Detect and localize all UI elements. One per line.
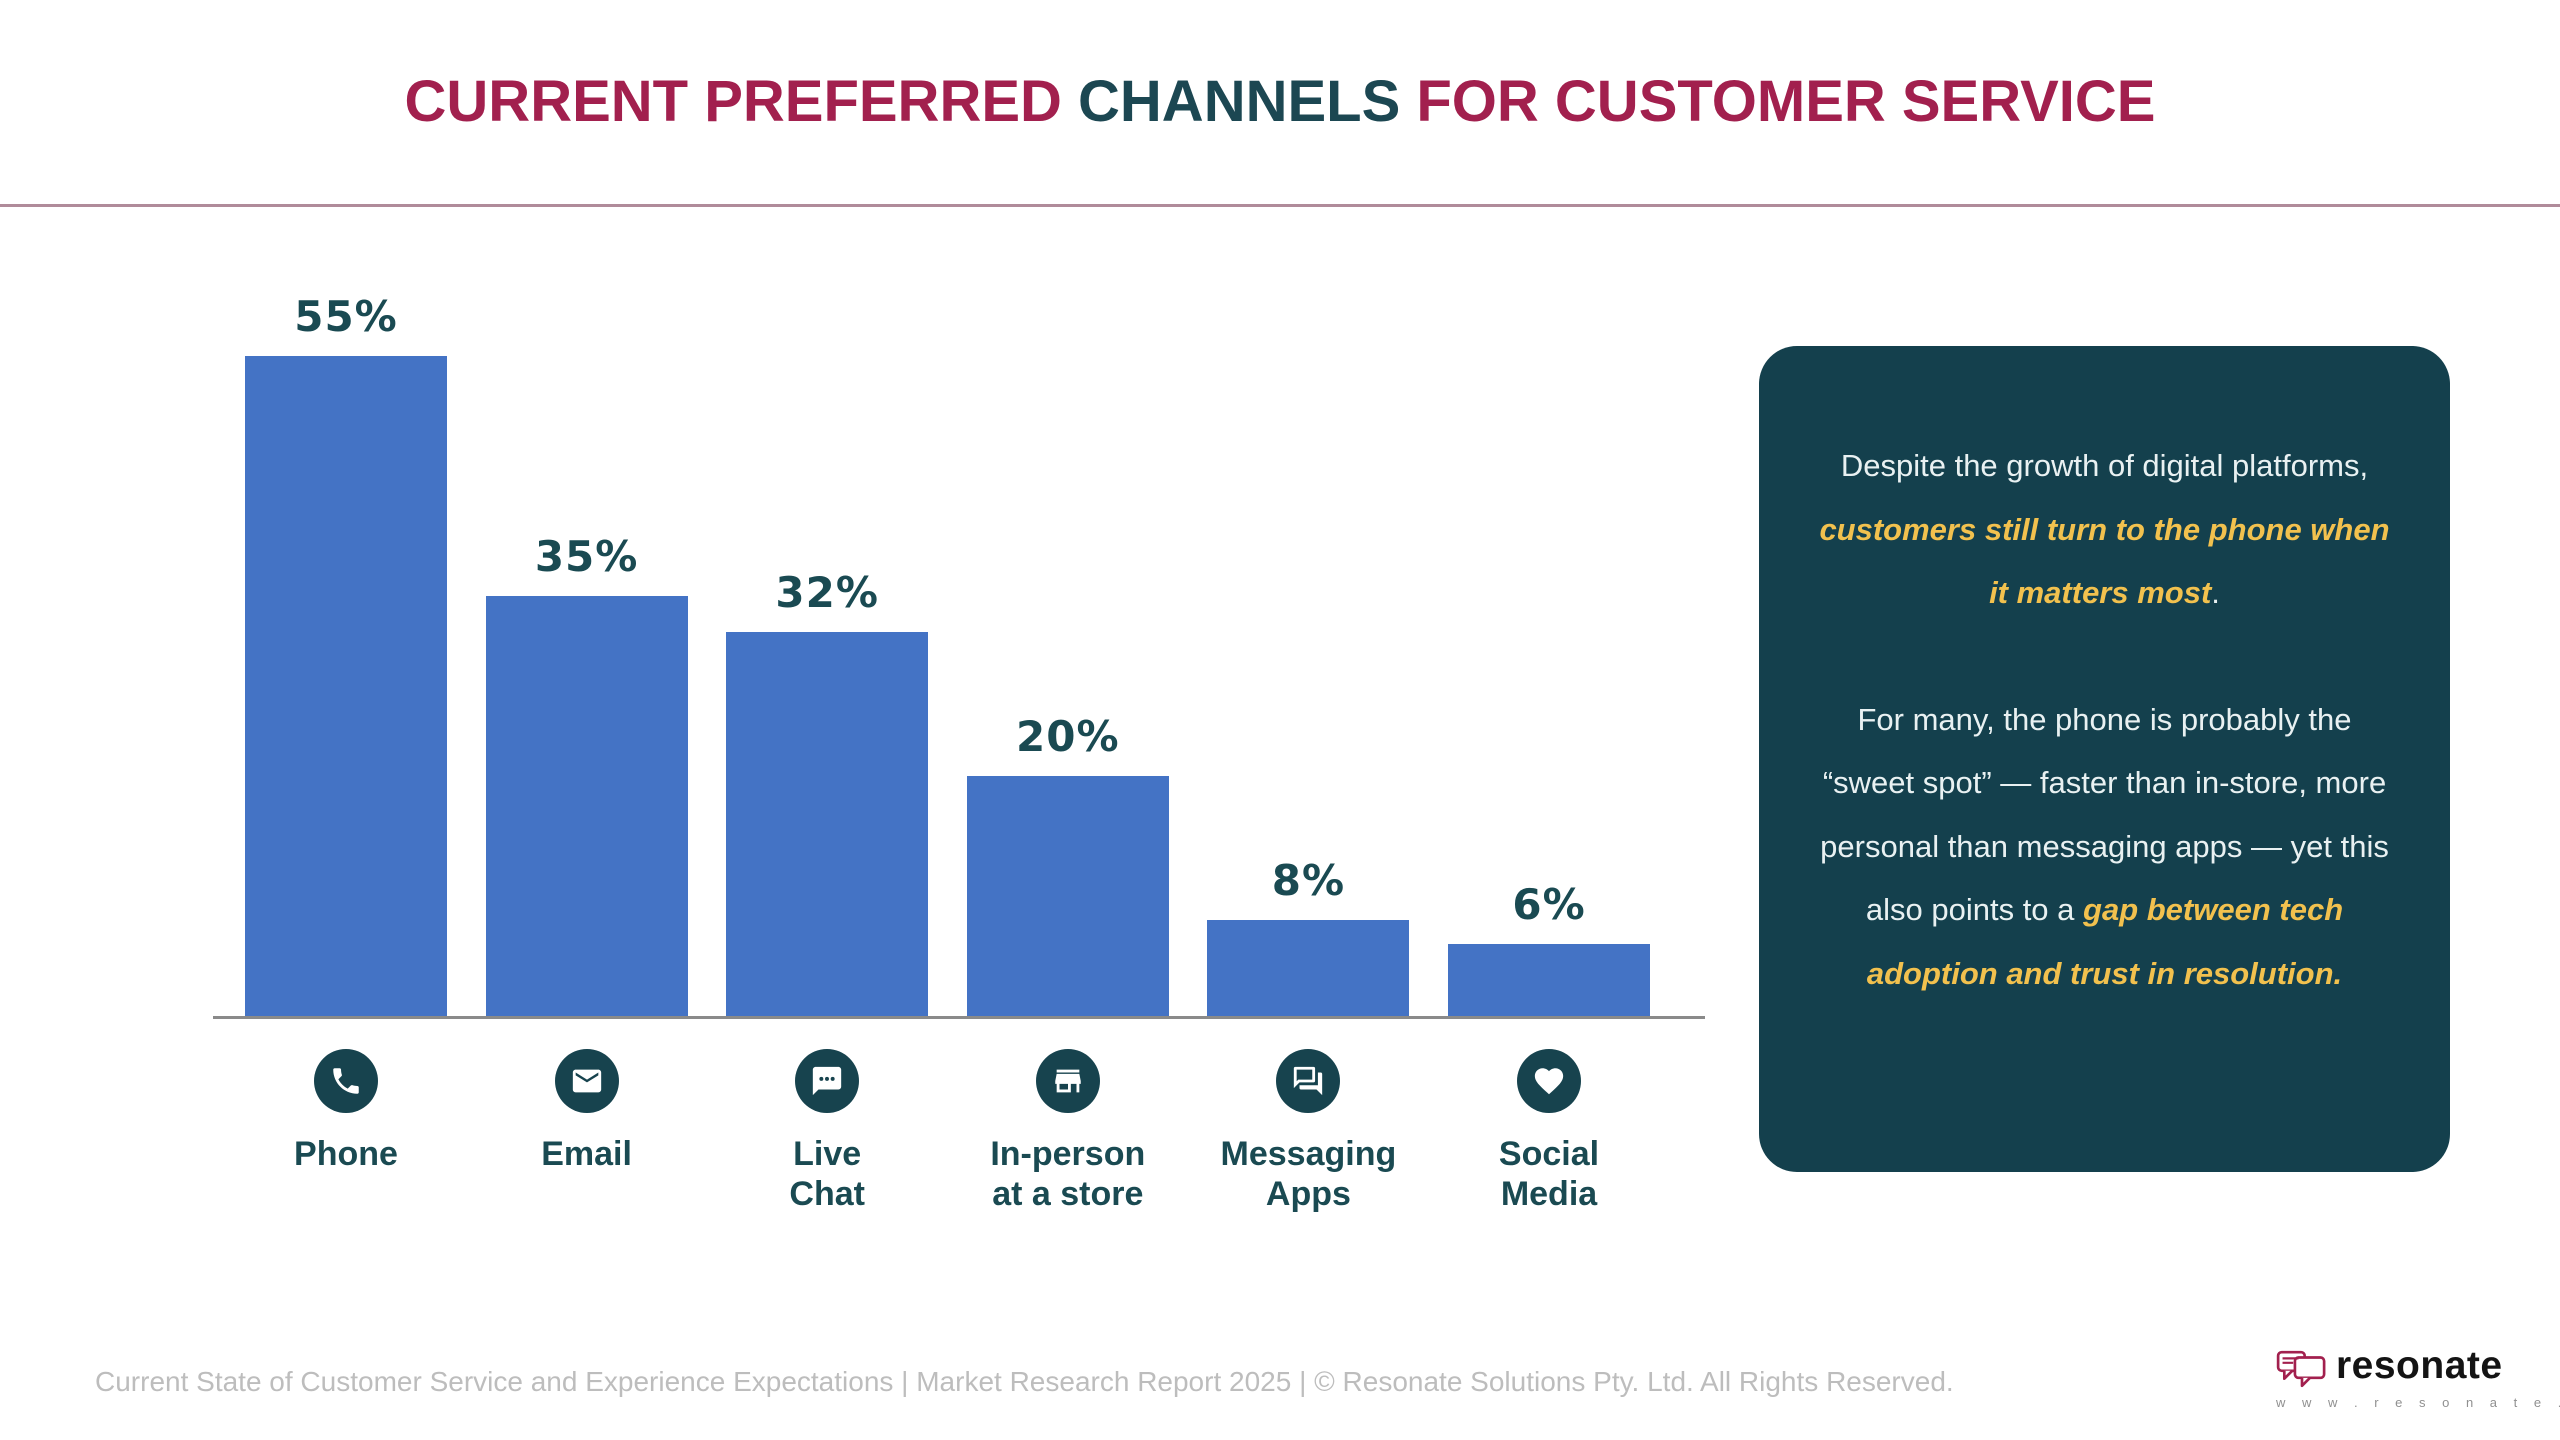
callout-highlight-text: customers still turn to the phone when i… (1819, 511, 2390, 611)
callout-paragraph: Despite the growth of digital platforms,… (1811, 434, 2398, 625)
bar-value-label: 20% (1016, 712, 1120, 761)
email-icon (554, 1049, 619, 1113)
bar-value-label: 6% (1512, 880, 1586, 929)
bar-live-chat (726, 632, 929, 1016)
bar-messaging-apps (1207, 920, 1410, 1016)
callout-highlight-text: gap between tech adoption and trust in r… (1866, 892, 2344, 991)
category-label: Email (541, 1135, 632, 1173)
bar-value-label: 32% (775, 568, 879, 617)
live-chat-icon (795, 1049, 860, 1113)
logo-website: w w w . r e s o n a t e . c x (2276, 1395, 2560, 1410)
title-part-2: CHANNELS (1078, 69, 1401, 134)
category-label: In-person at a store (990, 1135, 1146, 1214)
page-title: CURRENT PREFERRED CHANNELS FOR CUSTOMER … (0, 68, 2560, 135)
callout-text: Despite the growth of digital platforms, (1840, 448, 2369, 483)
category-label: Phone (294, 1135, 398, 1173)
category-label: Social Media (1498, 1135, 1600, 1214)
resonate-logo: resonate w w w . r e s o n a t e . c x (2274, 1344, 2560, 1416)
category-label: Live Chat (789, 1135, 865, 1214)
category-label: Messaging Apps (1220, 1135, 1397, 1214)
store-icon (1035, 1049, 1100, 1113)
bar-phone (245, 356, 447, 1016)
messaging-apps-icon (1276, 1049, 1341, 1113)
title-part-1: CURRENT PREFERRED (404, 69, 1079, 134)
callout-text: . (2211, 575, 2220, 611)
bar-social-media (1448, 944, 1650, 1016)
footer-attribution: Current State of Customer Service and Ex… (95, 1366, 1954, 1397)
heart-icon (1517, 1049, 1581, 1113)
callout-box: Despite the growth of digital platforms,… (1759, 346, 2450, 1172)
bar-value-label: 55% (294, 292, 398, 341)
bar-value-label: 35% (534, 532, 639, 581)
title-divider (0, 204, 2560, 207)
title-part-3: FOR CUSTOMER SERVICE (1400, 69, 2156, 134)
bar-in-person-at-a-store (966, 776, 1169, 1016)
bar-value-label: 8% (1271, 856, 1346, 905)
logo-wordmark: resonate (2336, 1344, 2503, 1387)
phone-icon (314, 1049, 378, 1113)
bar-email (485, 596, 688, 1016)
callout-text: For many, the phone is probably the “swe… (1820, 701, 2389, 928)
x-axis-line (213, 1016, 1705, 1019)
callout-paragraph: For many, the phone is probably the “swe… (1811, 688, 2398, 1006)
speech-bubbles-logo-icon (2276, 1350, 2326, 1388)
